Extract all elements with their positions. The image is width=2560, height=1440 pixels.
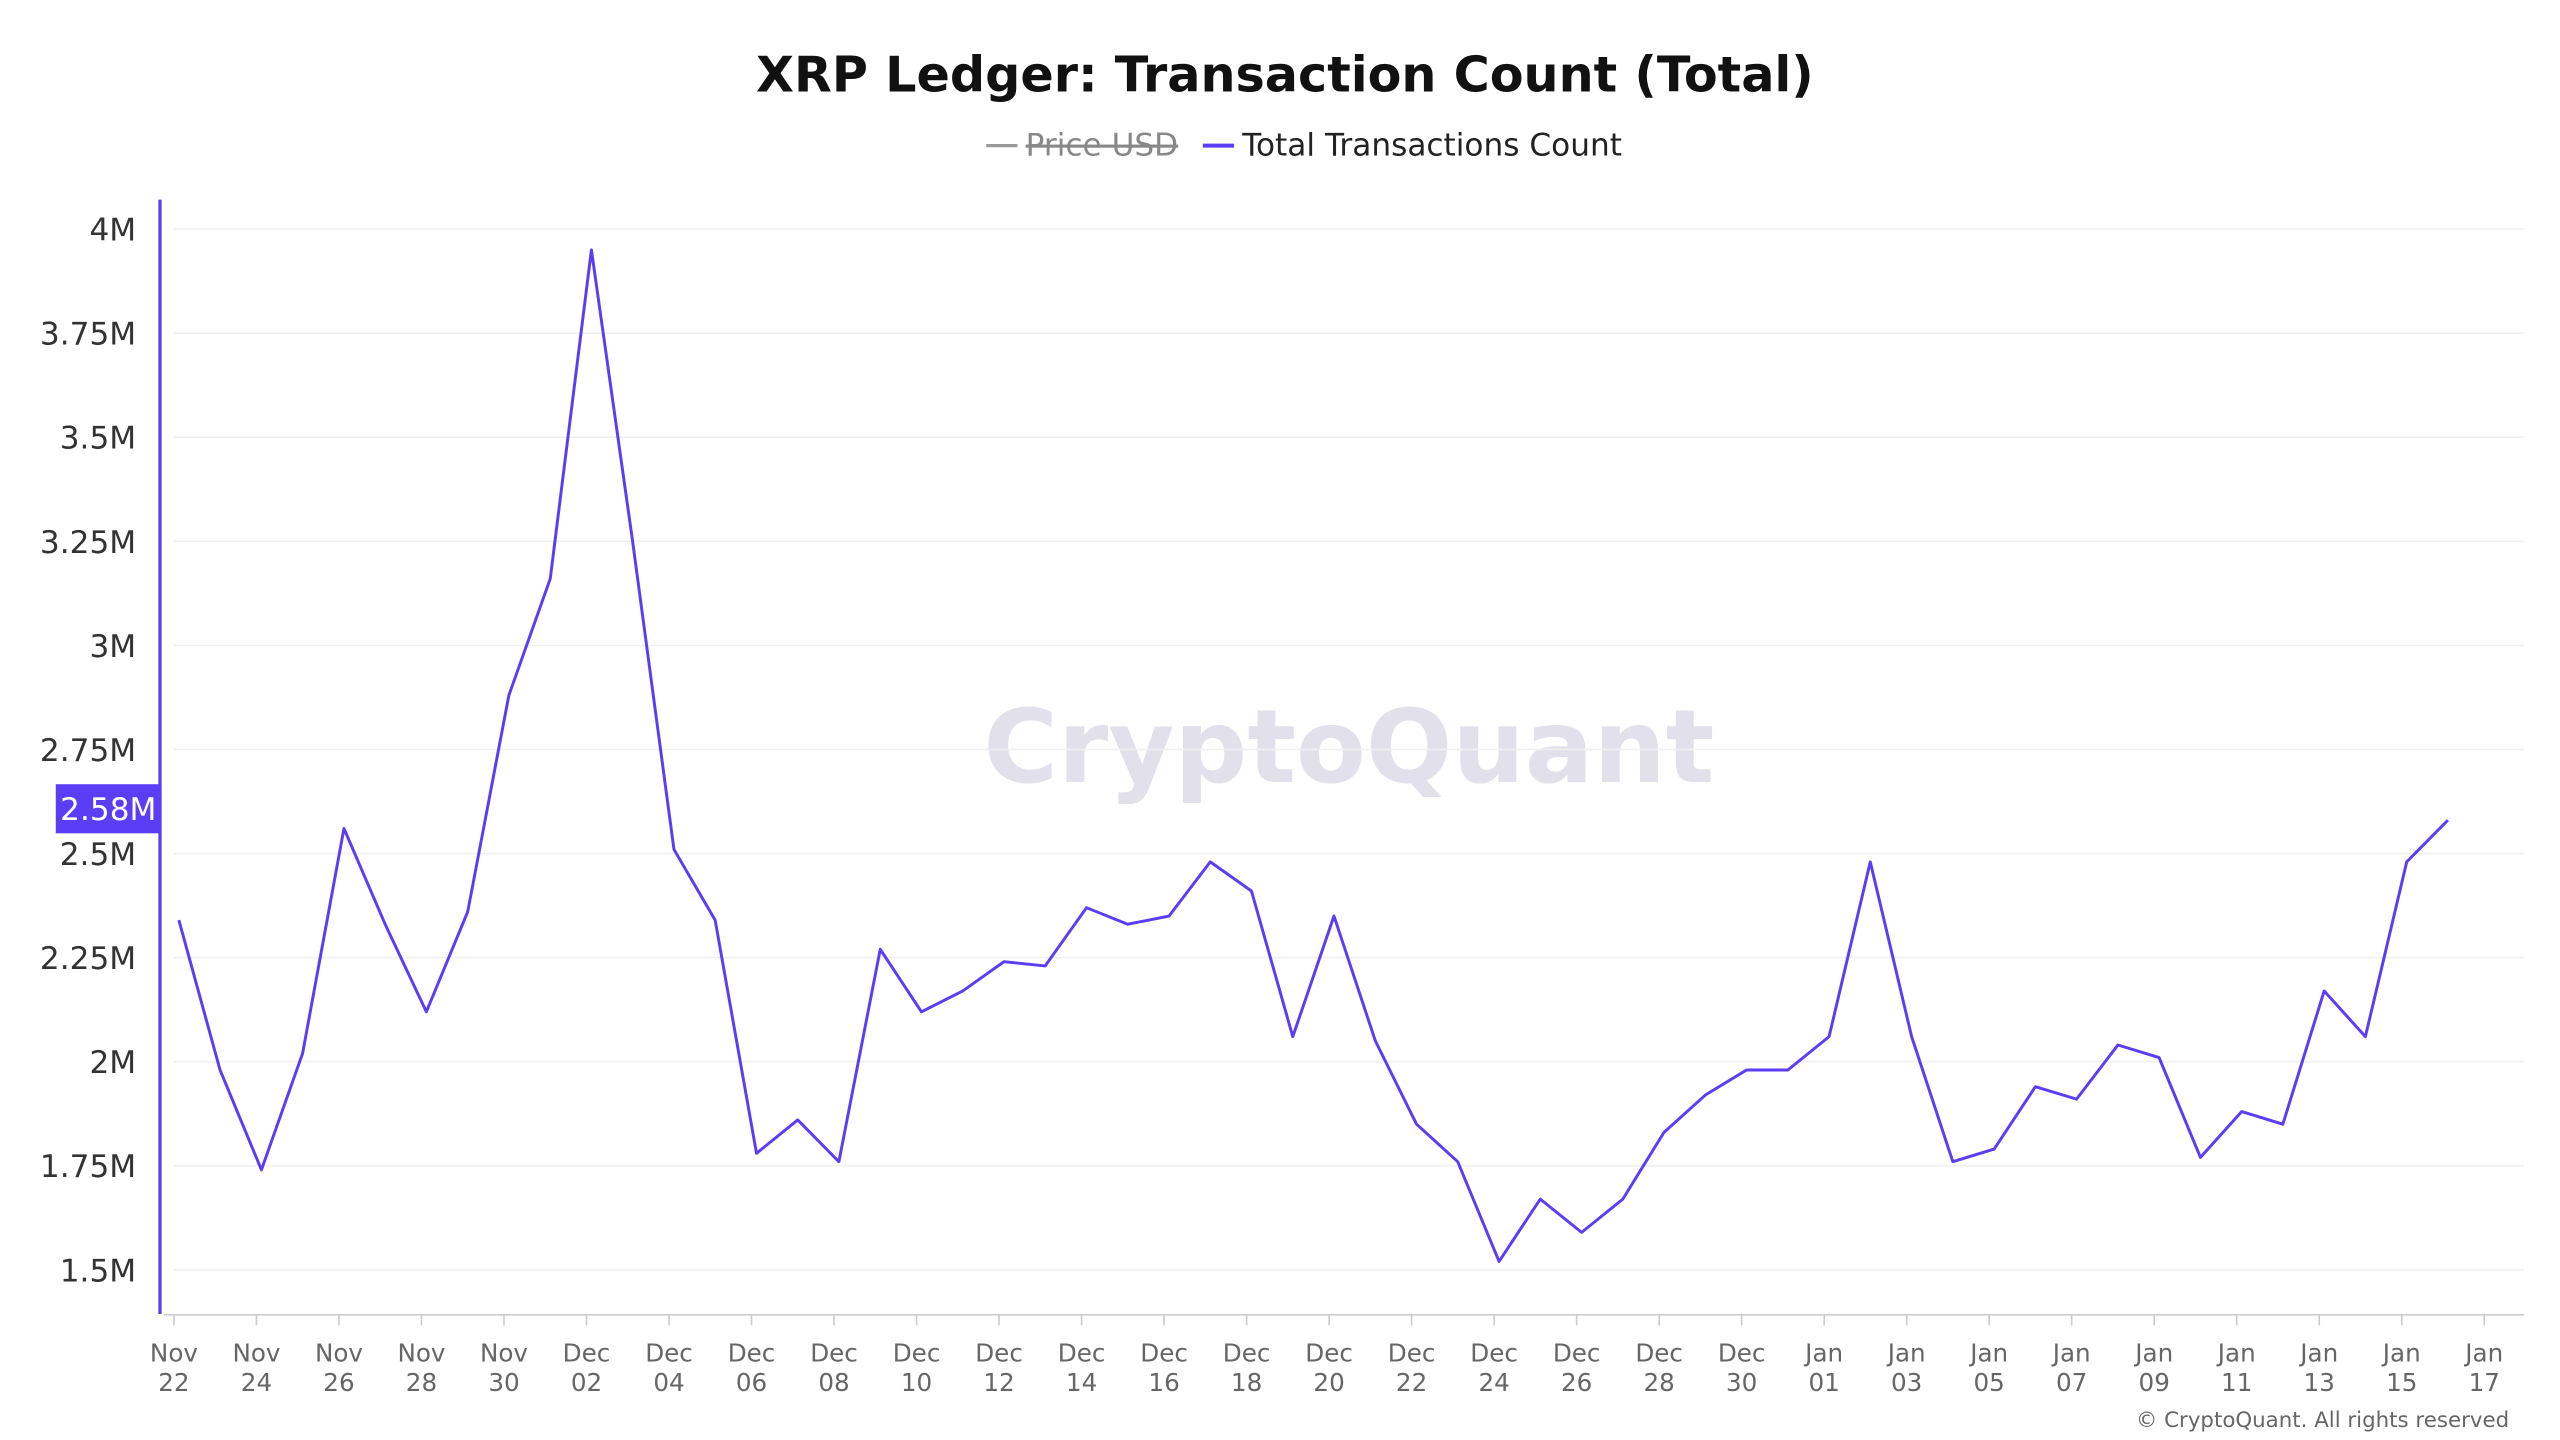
y-tick-label: 2.5M	[60, 837, 136, 873]
y-tick-label: 3.75M	[40, 317, 136, 353]
x-tick-label: Dec 12	[975, 1338, 1023, 1396]
y-axis: 1.5M 1.75M 2M 2.25M 2.5M 2.75M 3M 3.25M 3.5M 3.75…	[40, 213, 136, 1290]
x-tick-label: Jan 13	[2298, 1338, 2338, 1396]
x-tick-label: Dec 26	[1553, 1338, 1601, 1396]
x-tick-label: Dec 30	[1718, 1338, 1766, 1396]
watermark: CryptoQuant	[983, 688, 1714, 806]
series-line-total-transactions[interactable]	[177, 248, 2449, 1263]
x-tick-label: Nov 26	[315, 1338, 363, 1396]
y-tick-label: 3.25M	[40, 525, 136, 561]
x-tick-label: Jan 17	[2463, 1338, 2503, 1396]
x-tick-label: Nov 22	[150, 1338, 198, 1396]
x-tick-label: Dec 06	[728, 1338, 776, 1396]
x-tick-label: Dec 18	[1223, 1338, 1271, 1396]
y-tick-label: 2M	[89, 1045, 136, 1081]
y-tick-label: 3.5M	[60, 421, 136, 457]
x-axis: Nov 22 Nov 24 Nov 26 Nov 28 Nov 30 Dec 02 Dec 04 Dec 06…	[150, 1314, 2503, 1397]
x-tick-label: Dec 16	[1140, 1338, 1188, 1396]
y-tick-label: 2.25M	[40, 941, 136, 977]
x-tick-label: Jan 01	[1803, 1338, 1843, 1396]
legend-label: Total Transactions Count	[1241, 127, 1622, 163]
legend-label: Price USD	[1026, 127, 1179, 163]
legend-item-total-transactions[interactable]: Total Transactions Count	[1202, 127, 1622, 163]
x-tick-label: Dec 24	[1470, 1338, 1518, 1396]
x-tick-label: Dec 14	[1058, 1338, 1106, 1396]
x-tick-label: Dec 10	[893, 1338, 941, 1396]
legend: Price USD Total Transactions Count	[986, 127, 1622, 163]
x-tick-label: Jan 09	[2133, 1338, 2173, 1396]
x-tick-label: Dec 02	[563, 1338, 611, 1396]
x-tick-label: Jan 05	[1968, 1338, 2008, 1396]
x-tick-label: Dec 28	[1635, 1338, 1683, 1396]
grid	[173, 228, 2524, 1271]
x-tick-label: Nov 30	[480, 1338, 528, 1396]
current-value-badge: 2.58M	[55, 784, 161, 834]
x-tick-label: Nov 28	[397, 1338, 445, 1396]
x-tick-label: Nov 24	[232, 1338, 280, 1396]
x-tick-label: Jan 03	[1886, 1338, 1926, 1396]
x-tick-label: Jan 07	[2051, 1338, 2091, 1396]
copyright: © CryptoQuant. All rights reserved	[2136, 1408, 2509, 1433]
chart-title: XRP Ledger: Transaction Count (Total)	[756, 46, 1814, 104]
x-tick-label: Dec 04	[645, 1338, 693, 1396]
x-tick-label: Dec 22	[1388, 1338, 1436, 1396]
x-tick-label: Dec 20	[1305, 1338, 1353, 1396]
y-tick-label: 2.75M	[40, 733, 136, 769]
current-value-label: 2.58M	[60, 792, 156, 828]
legend-item-price-usd[interactable]: Price USD	[986, 127, 1178, 163]
x-tick-label: Jan 11	[2216, 1338, 2256, 1396]
x-tick-label: Dec 08	[810, 1338, 858, 1396]
y-tick-label: 4M	[89, 213, 136, 249]
y-tick-label: 1.75M	[40, 1149, 136, 1185]
y-tick-label: 3M	[89, 629, 136, 665]
x-tick-label: Jan 15	[2381, 1338, 2421, 1396]
y-tick-label: 1.5M	[60, 1253, 136, 1289]
